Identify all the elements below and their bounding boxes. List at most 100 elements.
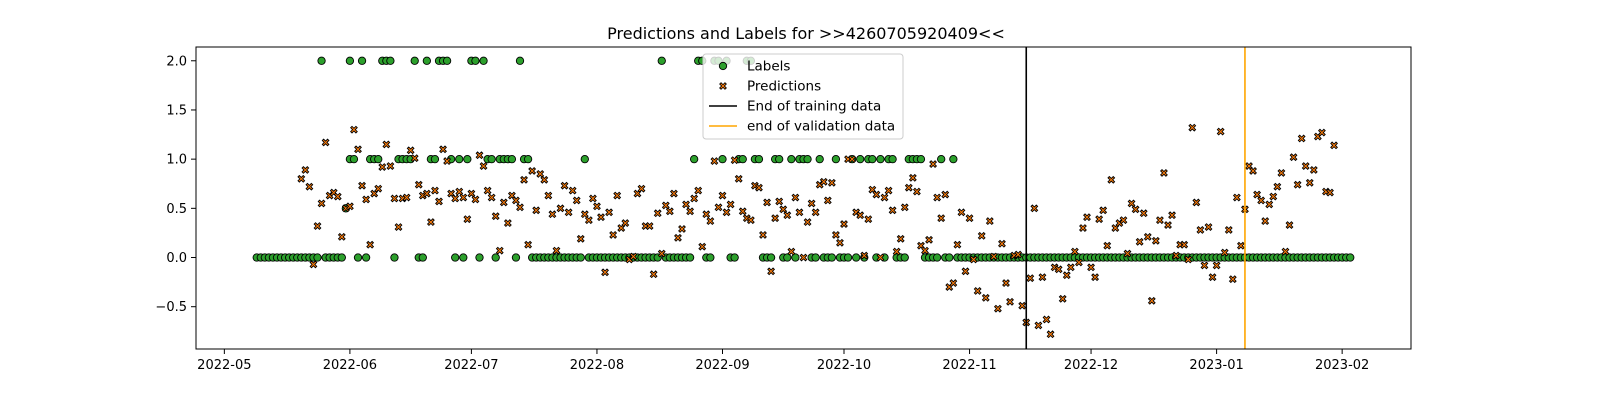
prediction-point [1095, 215, 1104, 224]
x-tick-label: 2022-06 [323, 358, 377, 373]
prediction-point [795, 208, 804, 217]
prediction-point [1192, 198, 1201, 207]
prediction-point [669, 189, 678, 198]
prediction-point [588, 194, 597, 203]
prediction-point [912, 187, 921, 196]
label-point [856, 154, 865, 164]
prediction-point [904, 183, 913, 192]
prediction-point [564, 208, 573, 217]
label-point [900, 253, 909, 262]
prediction-point [637, 184, 646, 193]
x-tick-label: 2022-09 [695, 358, 749, 373]
prediction-point [1297, 134, 1306, 143]
label-point [507, 154, 517, 164]
label-point [766, 253, 776, 262]
prediction-point [394, 223, 403, 231]
prediction-point [552, 246, 561, 255]
prediction-point [459, 193, 468, 202]
x-tick-label: 2023-01 [1189, 358, 1243, 373]
prediction-point [925, 235, 933, 244]
prediction-point [483, 186, 492, 195]
prediction-point [783, 211, 792, 220]
prediction-point [698, 242, 707, 251]
prediction-point [661, 201, 670, 210]
x-tick-label: 2023-02 [1315, 358, 1369, 373]
prediction-point [516, 203, 524, 212]
prediction-point [682, 200, 690, 209]
prediction-point [1026, 274, 1035, 283]
prediction-point [759, 230, 767, 239]
prediction-point [836, 238, 844, 247]
prediction-point [382, 140, 391, 149]
prediction-point [354, 145, 362, 154]
label-point [337, 253, 346, 262]
prediction-point [362, 195, 371, 204]
prediction-point [540, 175, 549, 184]
prediction-point [609, 230, 618, 239]
x-tick-label: 2022-08 [570, 358, 624, 373]
prediction-point [1014, 250, 1023, 259]
label-point [657, 56, 666, 65]
prediction-point [366, 240, 375, 249]
prediction-point [345, 202, 354, 211]
prediction-point [884, 186, 893, 195]
prediction-point [1139, 209, 1148, 218]
prediction-point [1273, 182, 1282, 191]
legend-frame [702, 53, 904, 140]
prediction-point [435, 197, 443, 206]
prediction-point [823, 196, 832, 205]
prediction-point [1168, 211, 1176, 220]
prediction-point [949, 279, 958, 288]
label-point [1346, 253, 1355, 262]
prediction-point [1135, 237, 1144, 246]
prediction-point [856, 211, 865, 220]
prediction-point [908, 173, 917, 182]
label-point [451, 253, 460, 262]
prediction-point [431, 186, 439, 195]
prediction-point [1119, 216, 1128, 225]
prediction-point [317, 199, 326, 208]
prediction-point [1249, 167, 1257, 175]
prediction-point [896, 234, 905, 243]
prediction-point [649, 270, 658, 279]
label-point [916, 154, 926, 164]
prediction-point [1034, 321, 1043, 330]
prediction-point [439, 145, 447, 154]
prediction-point [1326, 188, 1334, 197]
prediction-point [313, 222, 322, 230]
legend-item: Labels [718, 59, 790, 75]
prediction-point [1305, 178, 1314, 187]
prediction-point [1253, 190, 1262, 199]
label-point [430, 154, 440, 164]
prediction-point [965, 214, 974, 223]
prediction-point [495, 246, 504, 255]
x-axis: 2022-05 2022-06 2022-07 2022-08 2022-09 2022-… [197, 349, 1369, 373]
label-point [511, 253, 521, 262]
prediction-point [1277, 168, 1286, 177]
prediction-point [528, 167, 537, 175]
label-point [783, 253, 792, 262]
label-point [831, 154, 841, 164]
prediction-point [1232, 193, 1241, 202]
prediction-point [710, 157, 719, 166]
prediction-point [1030, 204, 1039, 213]
prediction-point [1131, 205, 1140, 214]
prediction-point [1054, 265, 1063, 274]
prediction-point [402, 193, 411, 202]
prediction-point [1172, 251, 1181, 260]
y-tick-label: 2.0 [166, 54, 187, 69]
label-point [876, 154, 885, 164]
prediction-point [1257, 196, 1266, 205]
prediction-point [657, 249, 666, 258]
prediction-point [503, 219, 512, 228]
prediction-point [584, 216, 593, 225]
prediction-point [576, 234, 585, 243]
prediction-point [580, 210, 589, 219]
prediction-point [374, 184, 383, 193]
prediction-point [674, 233, 682, 242]
prediction-point [1091, 273, 1100, 282]
prediction-point [730, 156, 739, 165]
prediction-point [1155, 216, 1164, 225]
x-tick-label: 2022-10 [817, 358, 871, 373]
label-point [754, 154, 764, 164]
